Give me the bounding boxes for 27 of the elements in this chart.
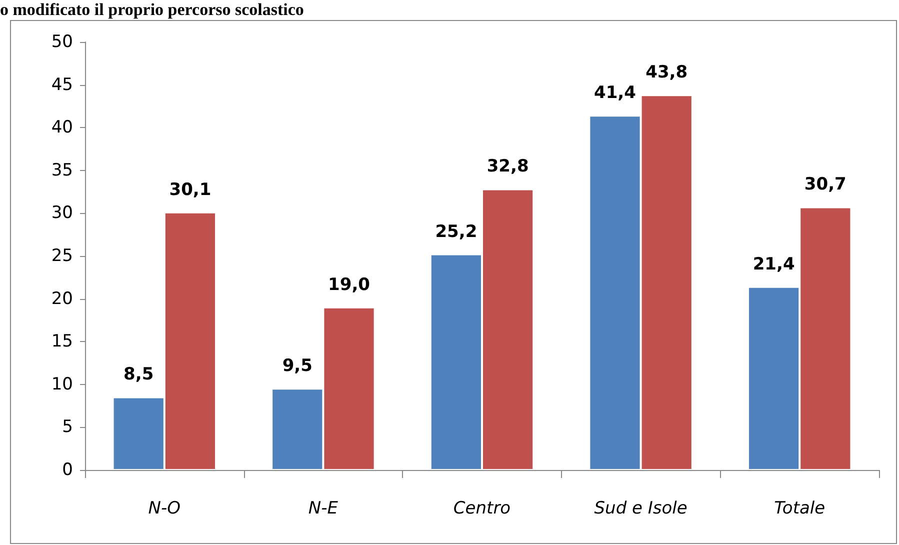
- data-label: 19,0: [328, 274, 370, 295]
- y-tick-label: 50: [51, 32, 73, 52]
- x-tick-label: Sud e Isole: [594, 498, 688, 518]
- y-tick-label: 5: [62, 417, 73, 438]
- y-tick-label: 30: [51, 203, 73, 224]
- data-label: 9,5: [282, 356, 312, 376]
- x-tick-label: Centro: [453, 498, 511, 518]
- y-tick-label: 35: [51, 160, 73, 180]
- data-label: 41,4: [594, 83, 636, 104]
- x-tick-label: N-E: [308, 498, 338, 518]
- y-tick-label: 45: [51, 74, 73, 95]
- x-tick-label: Totale: [774, 498, 826, 518]
- y-tick-label: 25: [51, 246, 73, 266]
- data-label: 30,1: [169, 180, 212, 200]
- y-tick-label: 15: [51, 332, 73, 352]
- data-label: 21,4: [752, 254, 795, 274]
- data-label: 8,5: [124, 364, 154, 385]
- y-tick-label: 20: [51, 288, 73, 309]
- data-label: 30,7: [804, 174, 846, 195]
- data-label: 32,8: [486, 156, 529, 177]
- data-label: 43,8: [646, 62, 688, 83]
- y-tick-label: 0: [62, 460, 73, 480]
- y-tick-label: 40: [51, 118, 73, 138]
- chart-title: o modificato il proprio percorso scolastico: [0, 0, 304, 20]
- y-tick-label: 10: [51, 374, 73, 394]
- x-tick-label: N-O: [148, 498, 181, 518]
- data-label: 25,2: [435, 222, 478, 242]
